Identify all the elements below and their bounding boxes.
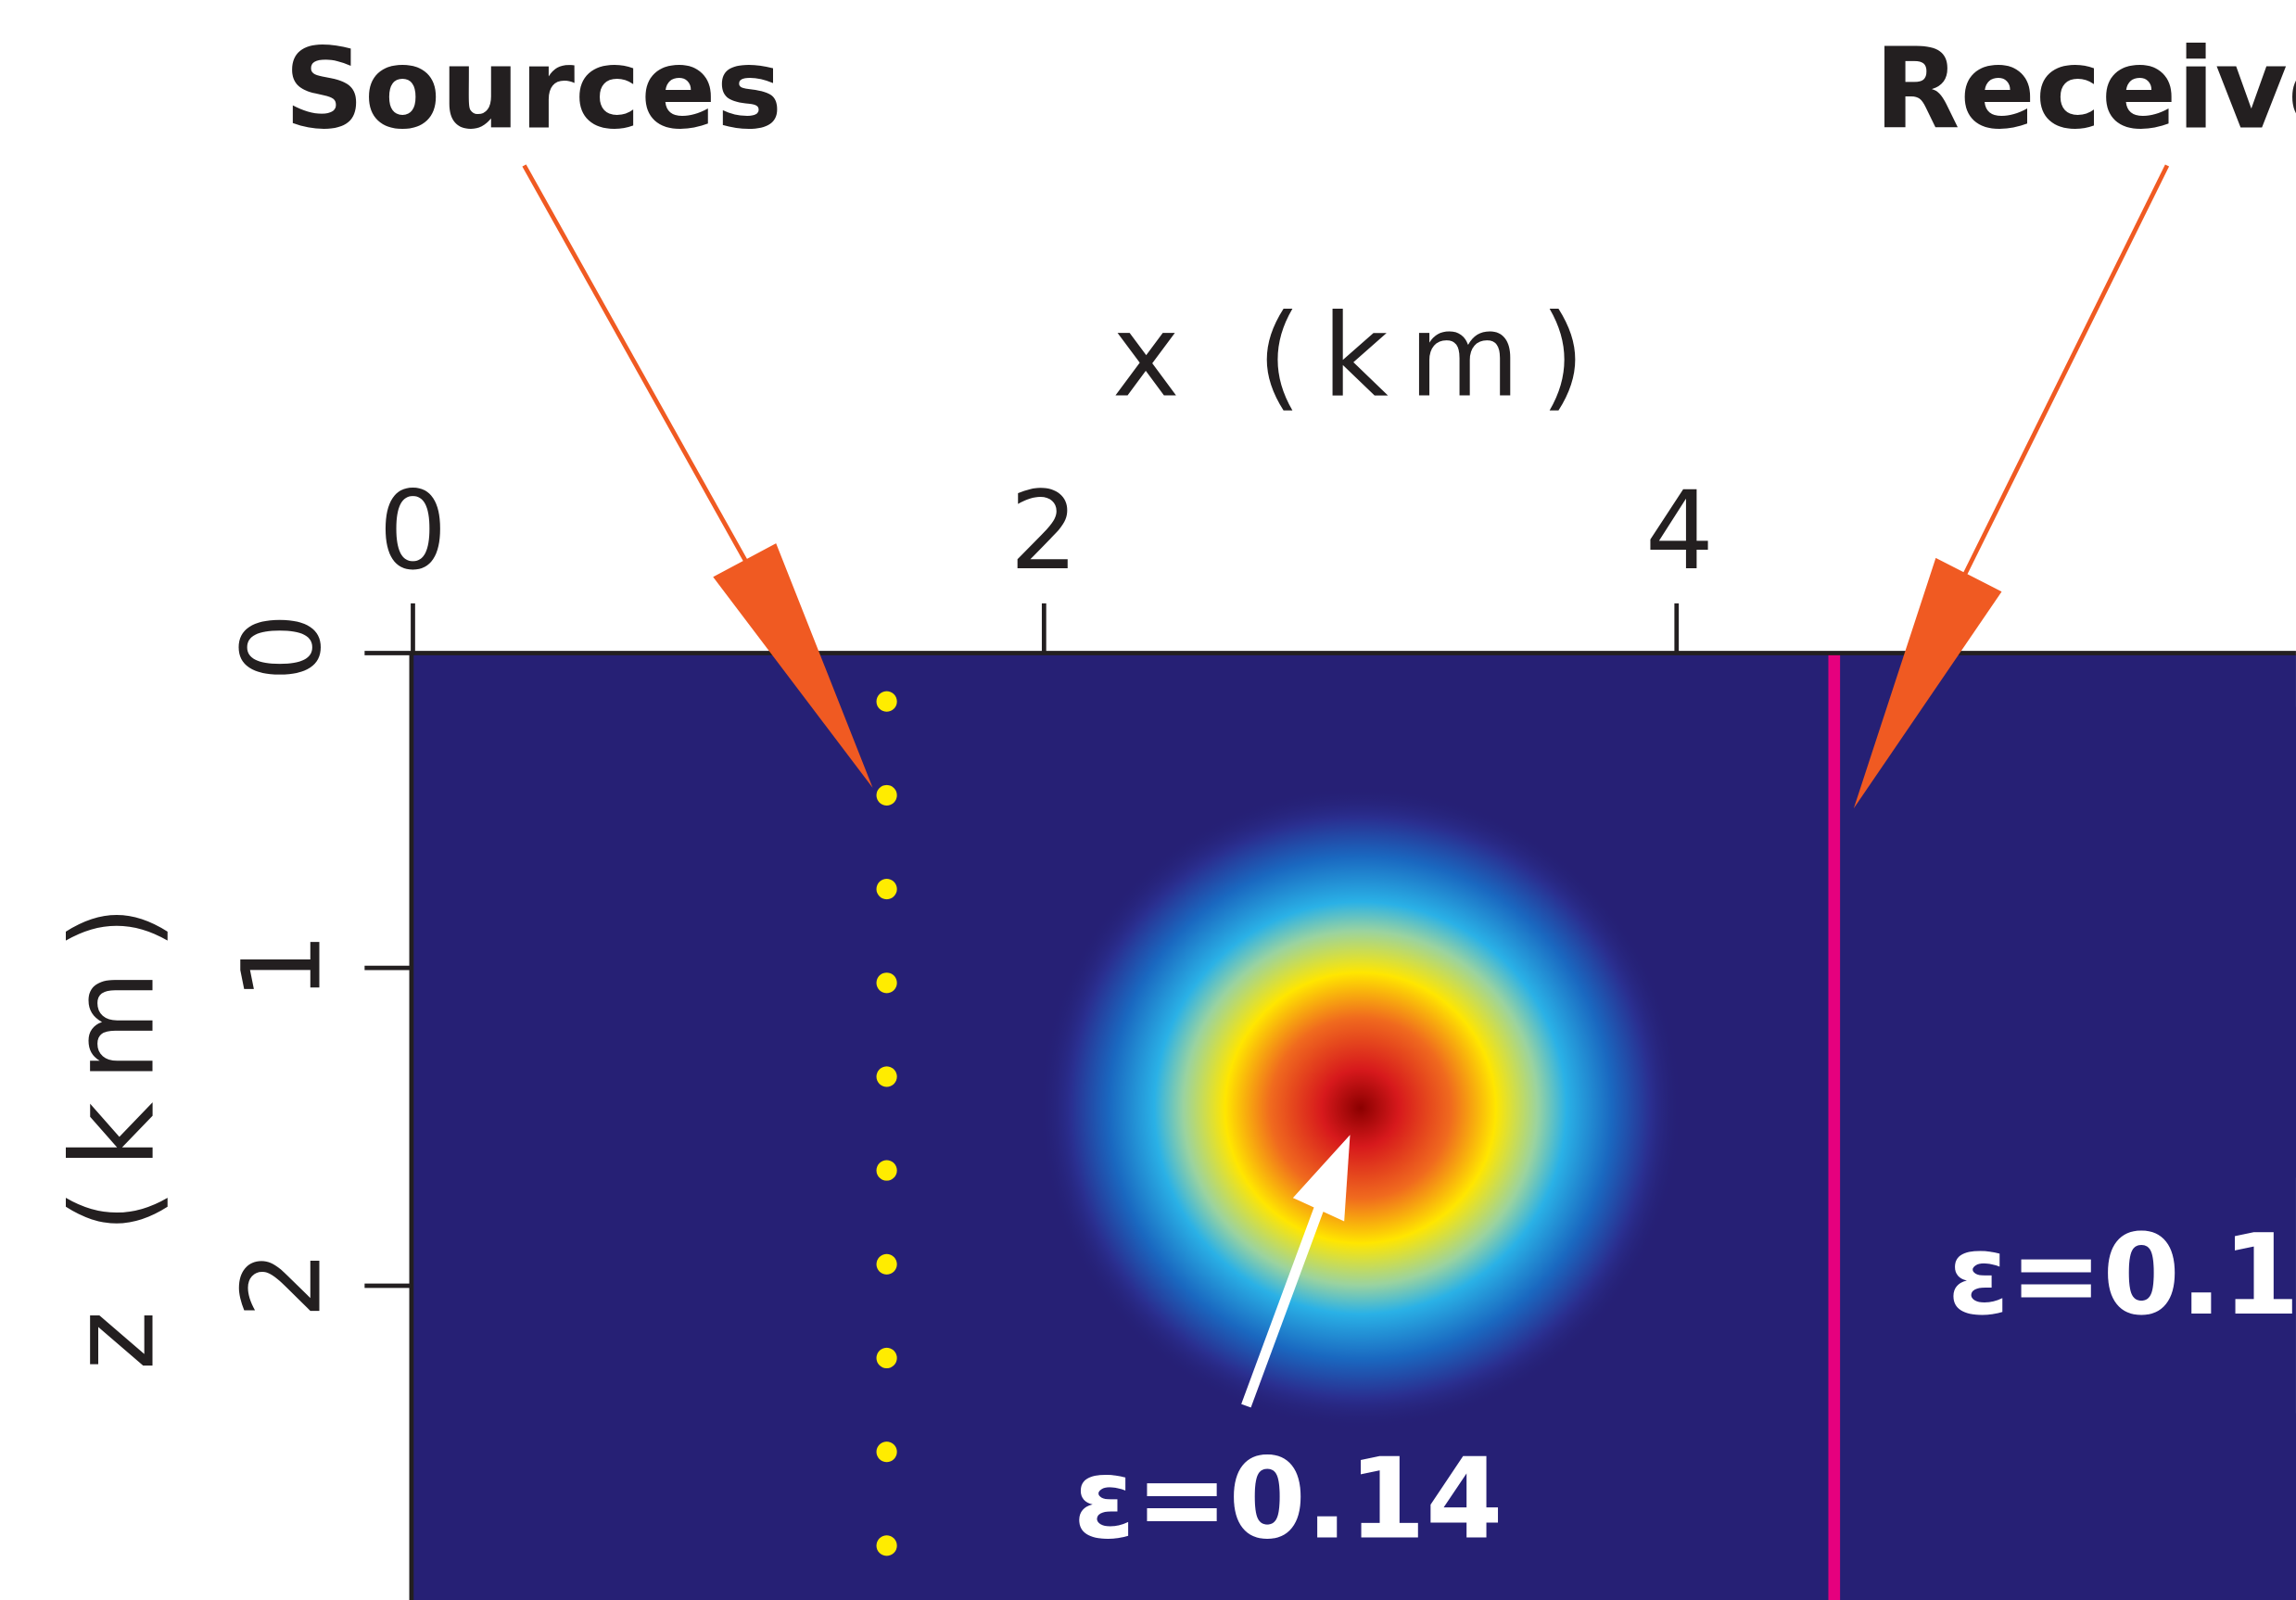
- anomaly-pointer-arrow: [1241, 1135, 1351, 1408]
- anomaly-epsilon-label: ε=0.14: [1073, 1436, 1503, 1565]
- x-axis-title: x (km): [1112, 291, 1605, 424]
- x-axis: 0 2 4 x (km): [378, 291, 1714, 654]
- background-epsilon-label: ε=0.1: [1947, 1212, 2296, 1340]
- z-axis-title: z (km): [47, 884, 180, 1370]
- source-point: [876, 1347, 897, 1369]
- z-tick-label: 2: [219, 1250, 345, 1318]
- receiver-line: [1828, 654, 1841, 1600]
- source-point: [876, 1441, 897, 1463]
- z-tick-label: 1: [219, 932, 345, 1000]
- epsilon-anomaly: [1038, 785, 1683, 1430]
- receivers-arrow: [1853, 164, 2170, 808]
- source-point: [876, 1160, 897, 1181]
- sources-callout: Sources: [284, 25, 782, 154]
- x-tick-label: 4: [1645, 468, 1714, 594]
- source-point: [876, 691, 897, 712]
- source-point: [876, 1253, 897, 1275]
- x-tick-label: 2: [1009, 468, 1078, 594]
- x-tick-label: 0: [378, 468, 447, 594]
- receivers-callout: Receivers: [1874, 25, 2296, 154]
- source-point: [876, 879, 897, 900]
- z-tick-label: 0: [219, 613, 345, 681]
- source-points: [876, 691, 897, 1556]
- source-point: [876, 1066, 897, 1087]
- sources-arrow: [522, 164, 873, 788]
- source-point: [876, 1535, 897, 1556]
- source-point: [876, 972, 897, 994]
- z-axis: 0 1 2 z (km): [47, 613, 412, 1370]
- source-point: [876, 784, 897, 806]
